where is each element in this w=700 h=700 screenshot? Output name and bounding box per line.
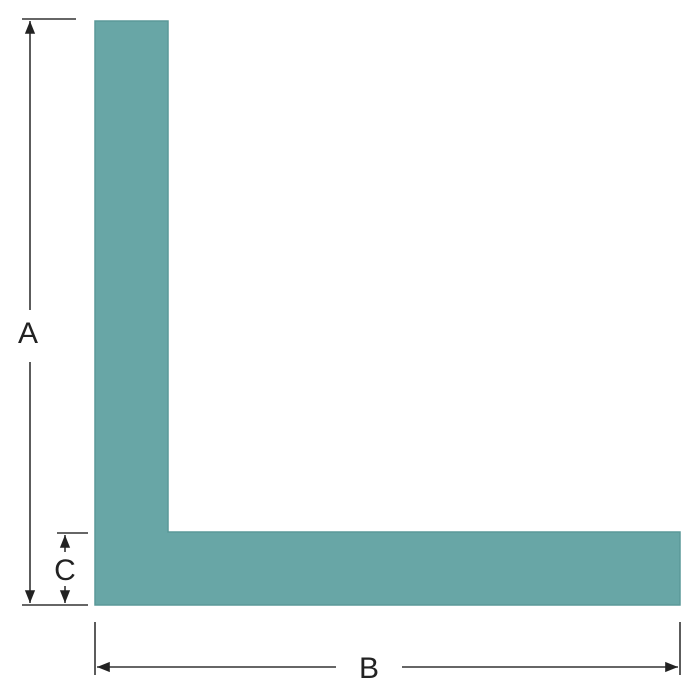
label-c: C <box>54 554 76 587</box>
l-angle-shape <box>94 20 681 606</box>
dimension-a: A <box>18 18 88 606</box>
label-a: A <box>18 317 38 350</box>
label-b: B <box>359 652 379 685</box>
dimension-c: C <box>54 532 88 603</box>
dimension-b: B <box>94 622 681 685</box>
